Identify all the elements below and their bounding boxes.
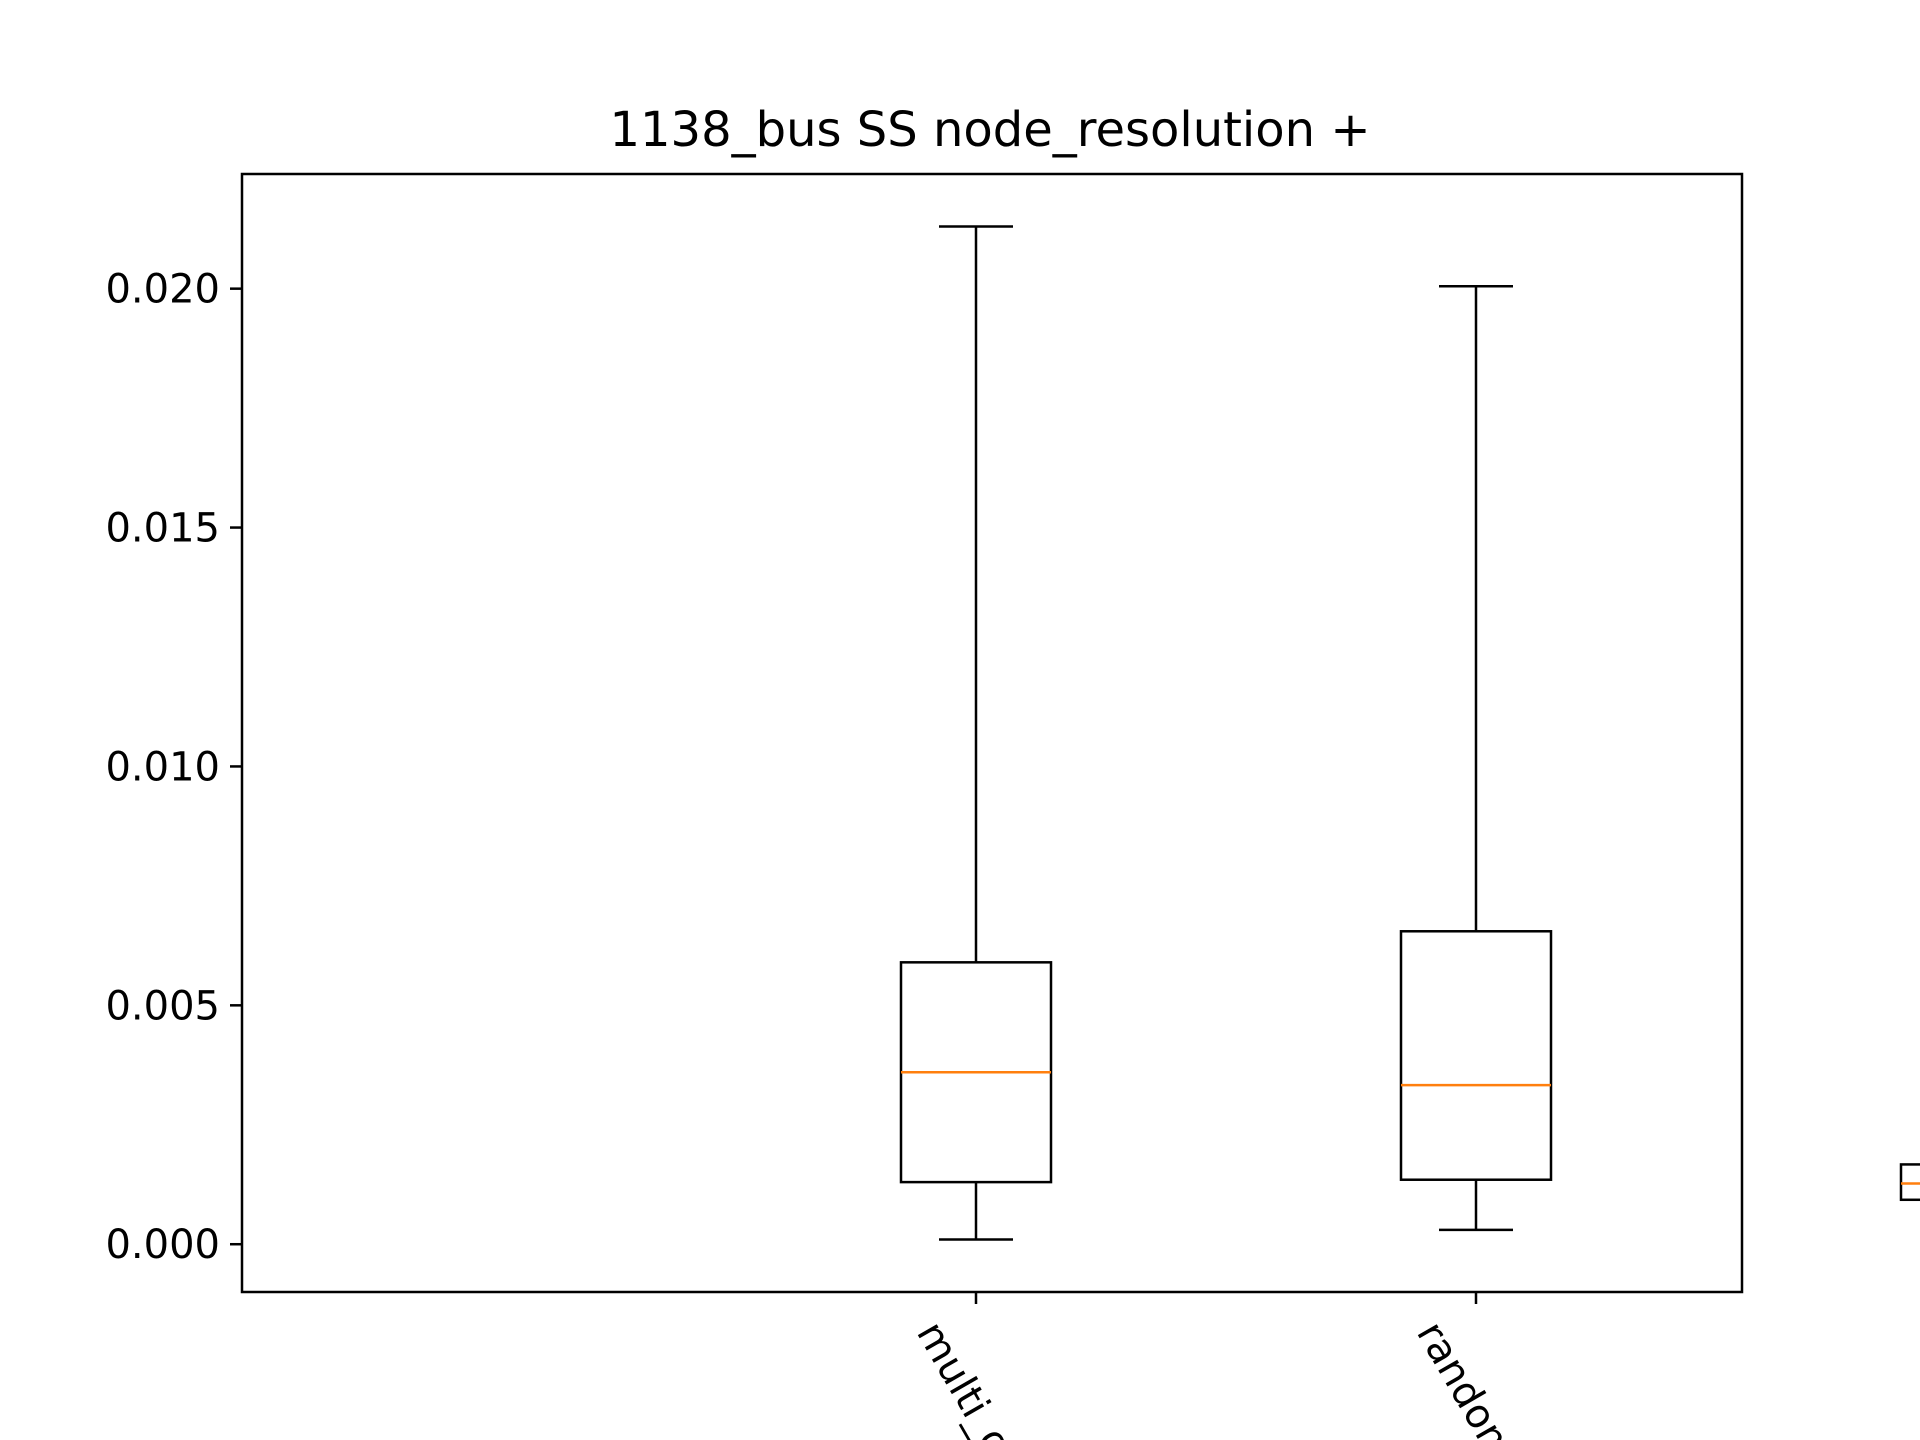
box-iqr <box>1399 930 1553 1181</box>
box-iqr <box>1899 1163 1920 1202</box>
y-tick-label: 0.020 <box>105 267 220 313</box>
box-group <box>899 225 1053 1241</box>
box-group <box>1399 285 1553 1232</box>
y-tick-label: 0.010 <box>105 744 220 790</box>
y-tick-label: 0.015 <box>105 506 220 552</box>
plot-area <box>899 225 1920 1241</box>
box-group <box>1899 1163 1920 1202</box>
y-axis: 0.000 0.005 0.010 0.015 0.020 <box>105 267 242 1268</box>
axes-frame <box>240 172 1744 1294</box>
y-tick-label: 0.000 <box>105 1222 220 1268</box>
chart-title: 1138_bus SS node_resolution + <box>609 102 1370 158</box>
y-tick-label: 0.005 <box>105 983 220 1029</box>
